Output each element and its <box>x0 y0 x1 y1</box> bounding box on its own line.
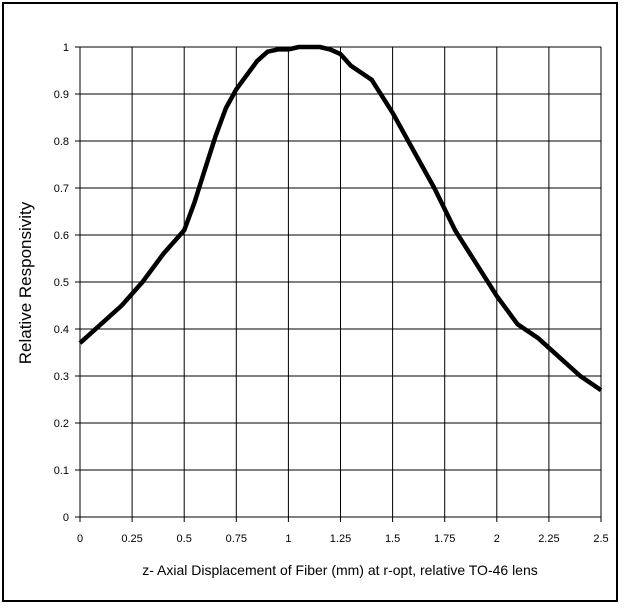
x-tick-label: 1 <box>285 533 291 545</box>
x-tick-label: 0.25 <box>121 533 142 545</box>
x-tick-label: 2.25 <box>538 533 559 545</box>
x-axis-label: z- Axial Displacement of Fiber (mm) at r… <box>142 562 538 578</box>
grid <box>75 46 602 522</box>
y-tick-label: 0.1 <box>54 465 69 477</box>
chart-frame <box>2 2 618 602</box>
series-line <box>78 44 603 392</box>
y-tick-label: 0.3 <box>54 371 69 383</box>
y-tick-label: 0.5 <box>54 277 69 289</box>
x-tick-label: 2 <box>494 533 500 545</box>
y-tick-label: 0.6 <box>54 230 69 242</box>
y-tick-label: 1 <box>63 42 69 54</box>
y-tick-label: 0.7 <box>54 183 69 195</box>
x-tick-label: 1.25 <box>330 533 351 545</box>
y-axis-label: Relative Responsivity <box>16 201 35 364</box>
y-tick-label: 0.4 <box>54 324 69 336</box>
x-tick-label: 0.75 <box>226 533 247 545</box>
y-tick-labels: 0 0.1 0.2 0.3 0.4 0.5 0.6 0.7 0.8 0.9 1 <box>54 42 69 524</box>
y-tick-label: 0.8 <box>54 136 69 148</box>
x-tick-label: 1.75 <box>434 533 455 545</box>
x-tick-label: 0 <box>77 533 83 545</box>
y-tick-label: 0.9 <box>54 89 69 101</box>
x-tick-label: 2.5 <box>593 533 608 545</box>
y-tick-label: 0.2 <box>54 418 69 430</box>
y-tick-label: 0 <box>63 512 69 524</box>
x-tick-label: 0.5 <box>177 533 192 545</box>
x-tick-label: 1.5 <box>385 533 400 545</box>
x-tick-labels: 0 0.25 0.5 0.75 1 1.25 1.5 1.75 2 2.25 2.5 <box>77 533 609 545</box>
series-group <box>78 44 603 392</box>
